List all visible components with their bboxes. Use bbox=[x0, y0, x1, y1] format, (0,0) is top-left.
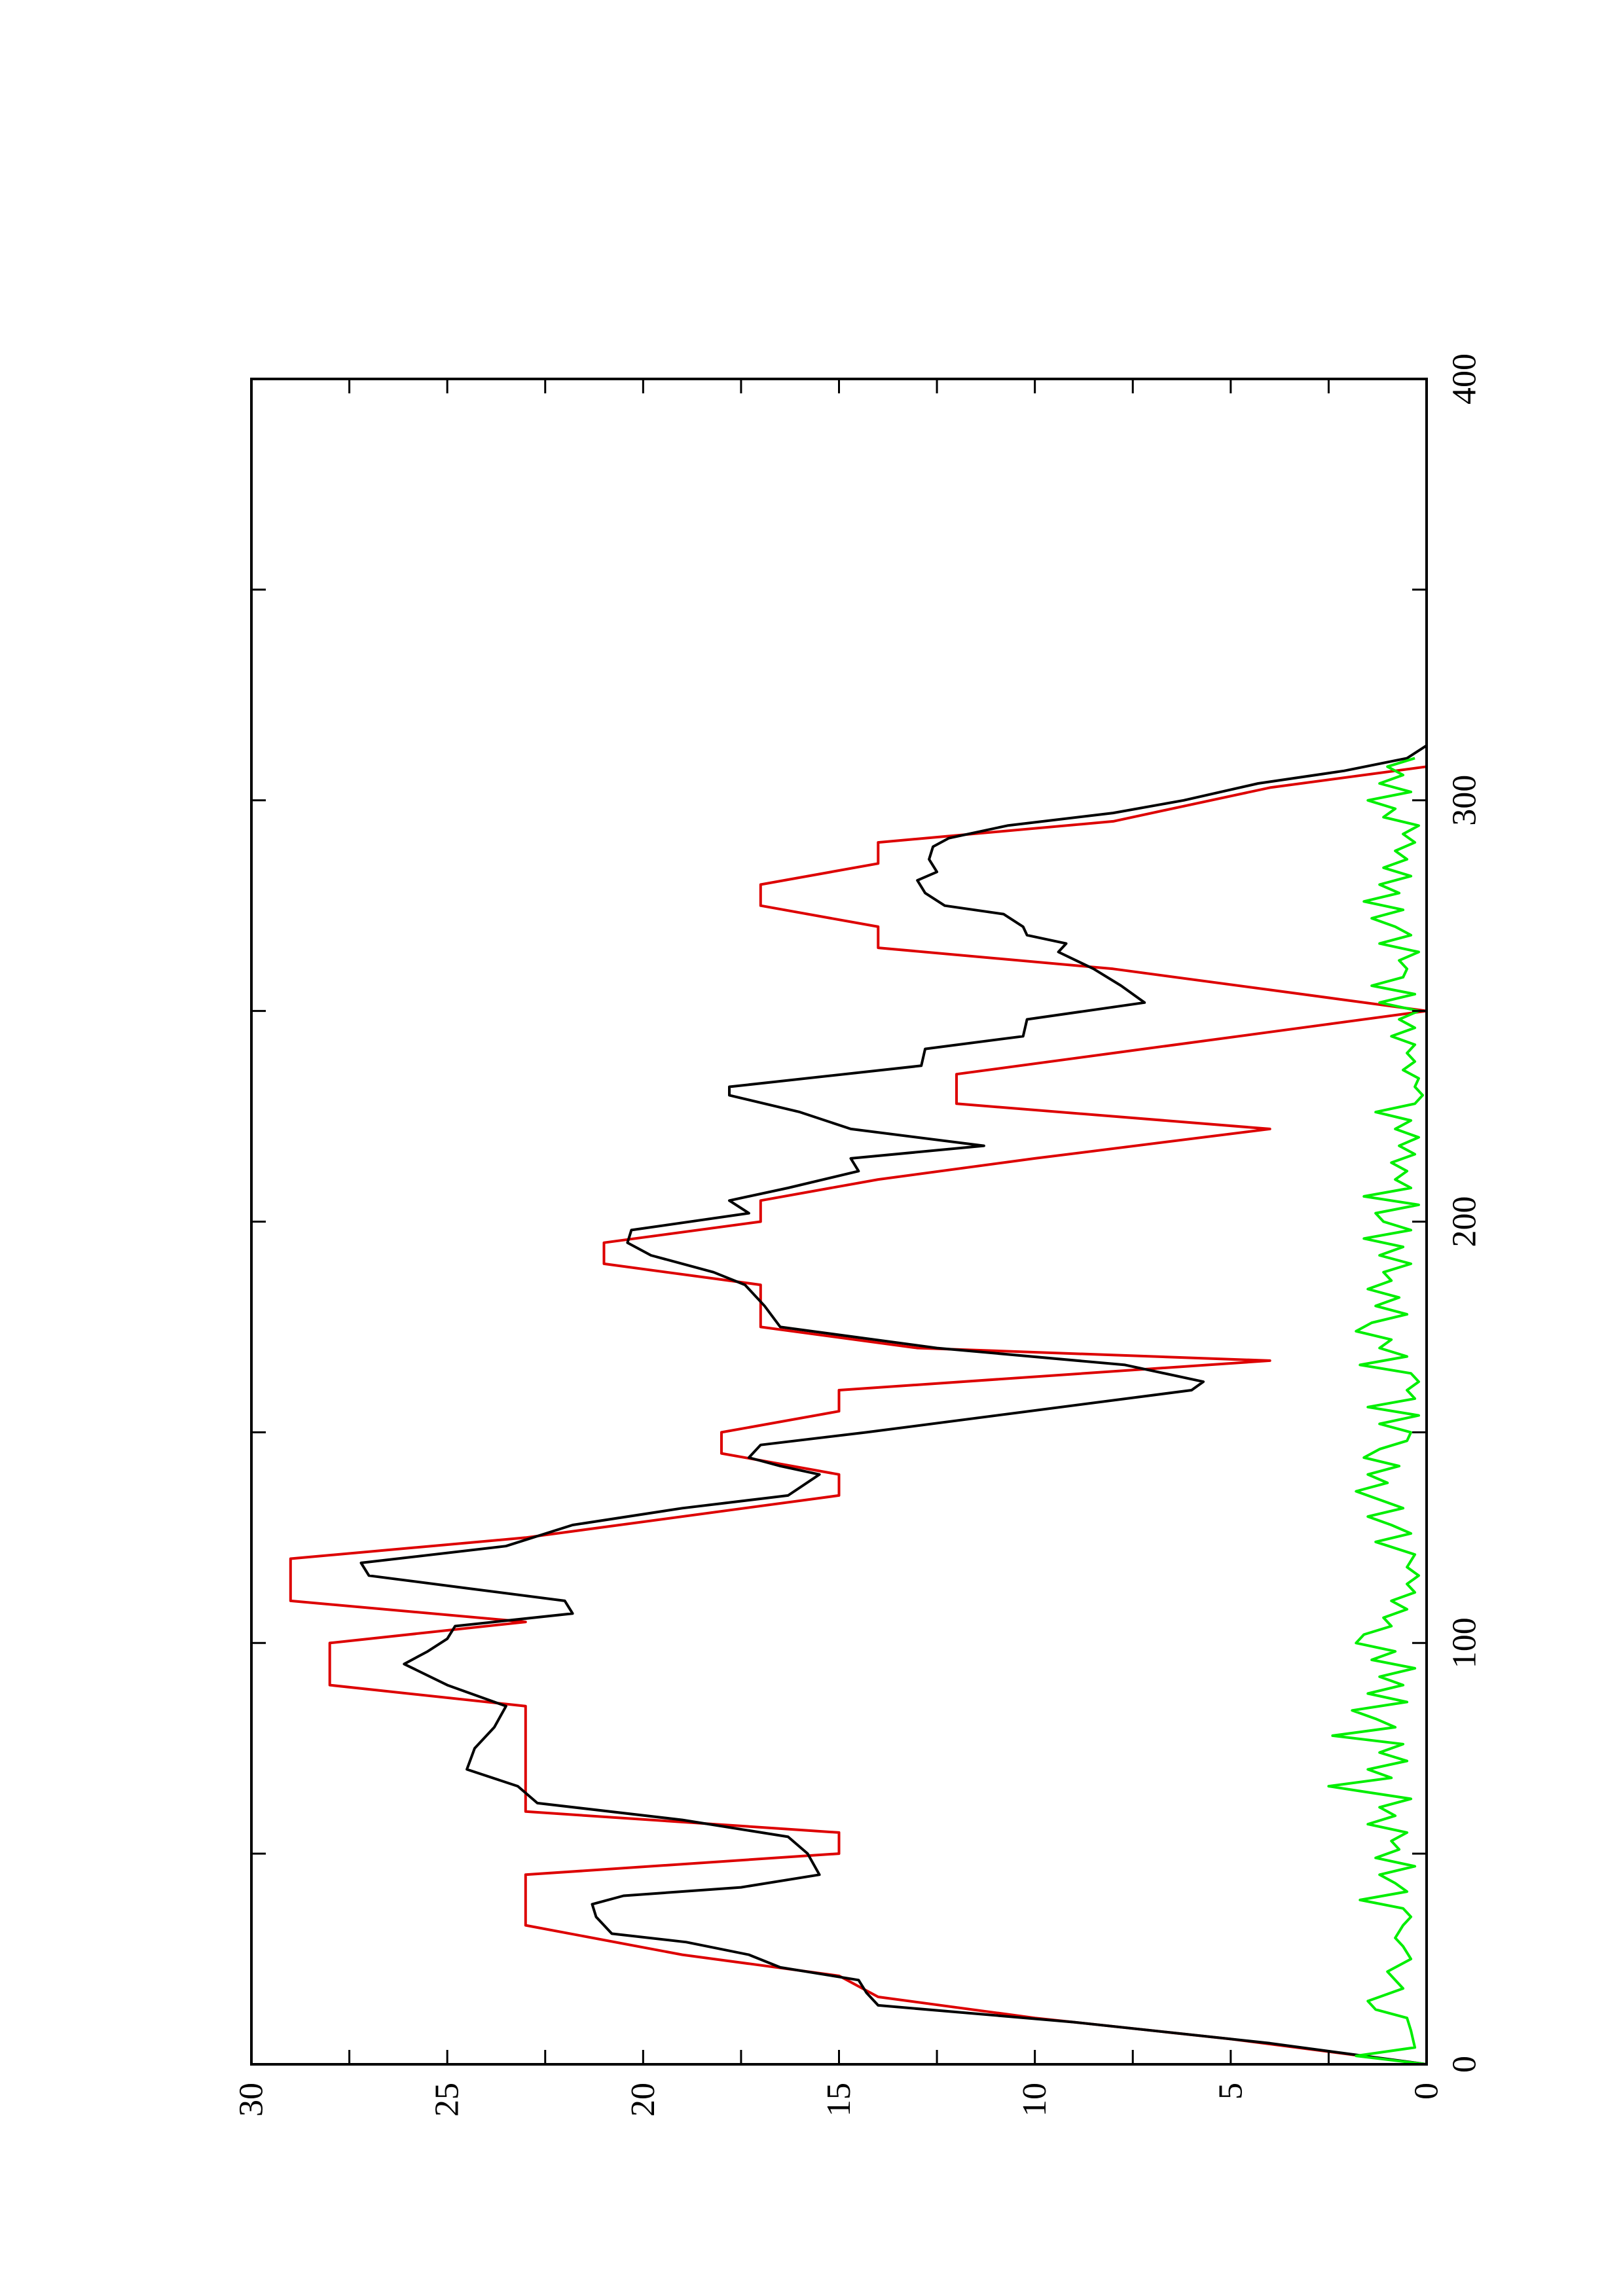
x-tick-label: 100 bbox=[1446, 1617, 1484, 1668]
x-tick-label: 400 bbox=[1446, 353, 1484, 404]
y-tick-label: 5 bbox=[1212, 2083, 1249, 2100]
tick-labels-layer: 0 100 200 300 400 0 5 10 15 20 25 30 bbox=[233, 353, 1484, 2117]
series-line-3 bbox=[1327, 757, 1427, 2066]
series-line-1 bbox=[289, 765, 1428, 2066]
y-tick-label: 25 bbox=[429, 2083, 466, 2117]
y-tick-label: 30 bbox=[233, 2083, 270, 2117]
y-tick-label: 15 bbox=[820, 2083, 858, 2117]
x-tick-label: 200 bbox=[1446, 1196, 1484, 1247]
y-tick-label: 20 bbox=[625, 2083, 662, 2117]
series-layer bbox=[289, 744, 1428, 2066]
x-tick-label: 300 bbox=[1446, 775, 1484, 826]
y-tick-label: 0 bbox=[1408, 2083, 1446, 2100]
ticks-layer bbox=[250, 378, 1428, 2066]
series-line-2 bbox=[359, 744, 1428, 2066]
x-tick-label: 0 bbox=[1446, 2056, 1484, 2073]
y-tick-label: 10 bbox=[1016, 2083, 1053, 2117]
